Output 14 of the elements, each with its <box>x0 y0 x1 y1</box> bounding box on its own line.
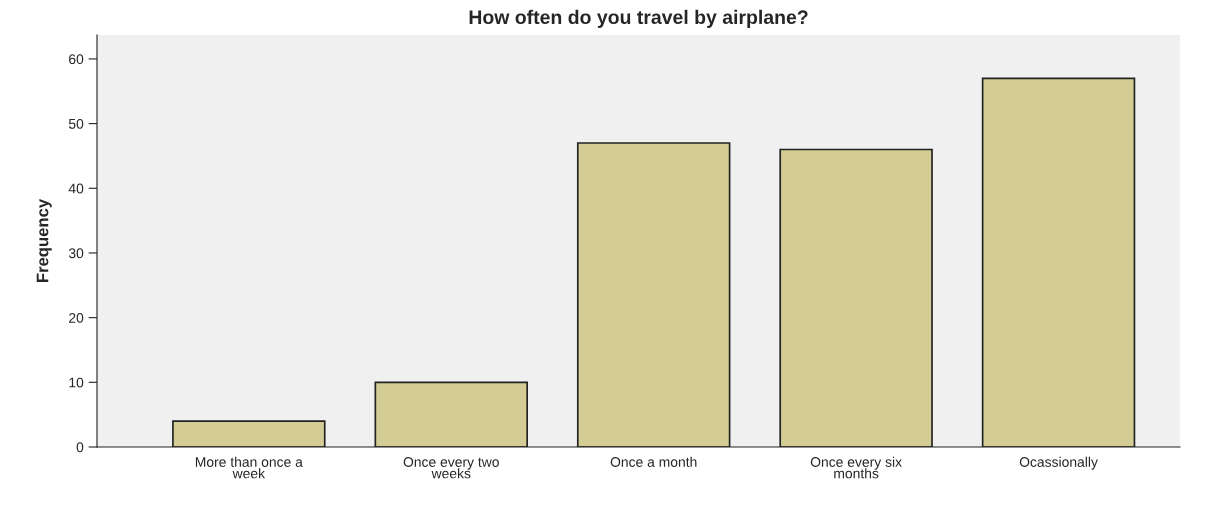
y-axis-title: Frequency <box>36 198 52 283</box>
y-tick-label: 60 <box>69 54 84 65</box>
y-tick-label: 50 <box>68 118 84 129</box>
x-tick-label: Ocassionally <box>1019 456 1098 470</box>
chart-title: How often do you travel by airplane? <box>469 9 808 28</box>
x-tick-label: Once every six months <box>810 456 902 479</box>
x-tick-label: Once a month <box>610 456 697 467</box>
x-tick-label: More than once a week <box>195 456 303 479</box>
y-tick-label: 30 <box>68 248 84 259</box>
y-tick-label: 10 <box>69 377 84 388</box>
y-tick-label: 0 <box>76 442 84 453</box>
y-tick-label: 40 <box>68 183 84 194</box>
x-tick-label: Once every two weeks <box>403 457 499 479</box>
y-tick-label: 20 <box>69 312 84 323</box>
